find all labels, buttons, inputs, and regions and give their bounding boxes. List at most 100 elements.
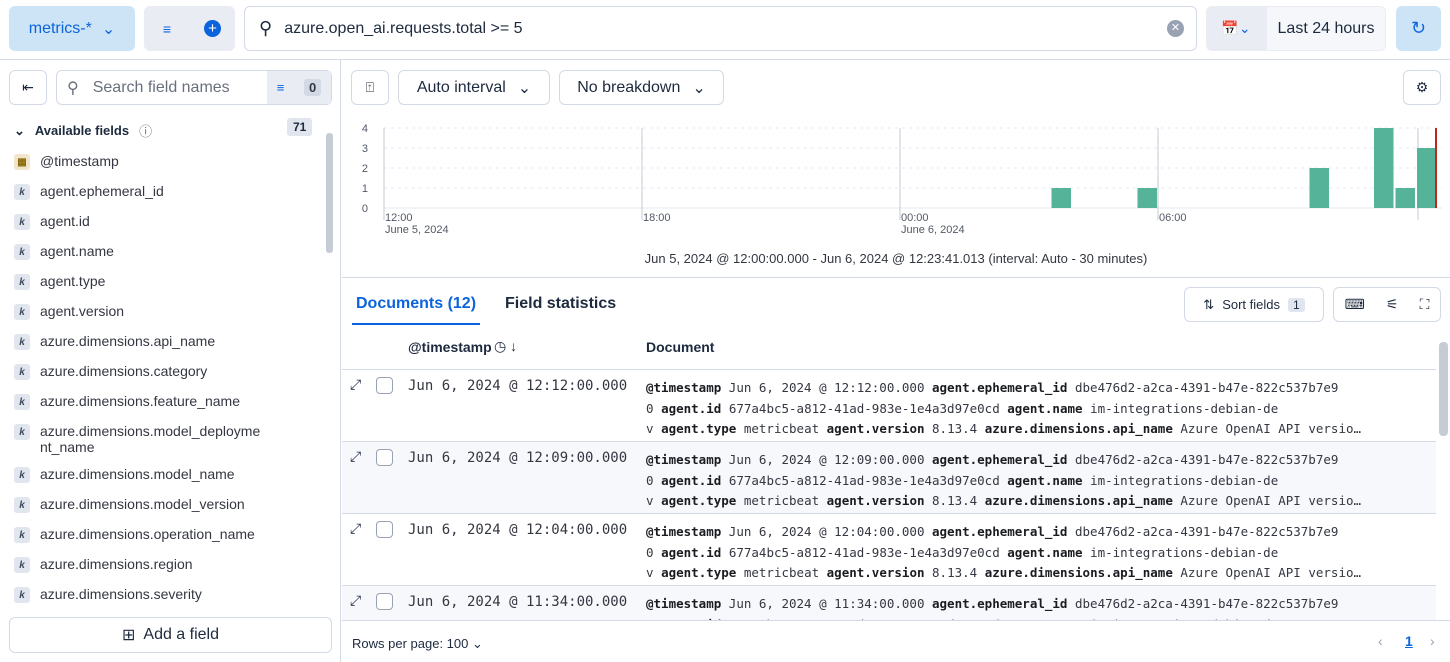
toggle-histogram-button[interactable]: ⍐ (351, 70, 389, 105)
keyboard-icon[interactable]: ⌨ (1344, 296, 1365, 312)
field-name: azure.dimensions.model_name (40, 466, 235, 482)
chevron-down-icon: ⌄ (14, 122, 25, 138)
field-item[interactable]: k azure.dimensions.model_deployme nt_name (14, 423, 260, 455)
expand-row-icon[interactable]: ⤢ (350, 376, 362, 392)
field-item[interactable]: k azure.dimensions.operation_name (14, 526, 255, 543)
histogram-bar (1051, 188, 1071, 208)
field-item[interactable]: k azure.dimensions.feature_name (14, 393, 240, 410)
tab-documents[interactable]: Documents (12) (352, 295, 481, 325)
calendar-icon: 📅⌄ (1221, 20, 1251, 36)
table-row[interactable]: ⤢ Jun 6, 2024 @ 12:04:00.000 @timestamp … (342, 514, 1436, 586)
search-icon: ⚲ (259, 18, 273, 38)
prev-page-icon[interactable]: ‹ (1378, 633, 1383, 649)
filter-menu-button[interactable]: ≡ (144, 6, 190, 51)
sort-icon: ⇅ (1203, 296, 1215, 312)
field-key: azure.dimensions.api_name (984, 421, 1173, 436)
refresh-icon: ↻ (1410, 18, 1427, 38)
field-value: 677a4bc5-a812-41ad-983e-1e4a3d97e0cd (728, 400, 1000, 416)
collapse-sidebar-button[interactable]: ⇤ (9, 70, 47, 105)
clear-icon[interactable]: ✕ (1167, 20, 1184, 37)
field-value: Azure OpenAI API versio… (1180, 565, 1362, 580)
row-timestamp: Jun 6, 2024 @ 12:12:00.000 (408, 378, 628, 394)
row-checkbox[interactable] (376, 593, 393, 610)
field-key: agent.id (661, 400, 722, 416)
available-fields-count: 71 (287, 118, 313, 136)
field-key: @timestamp (646, 524, 722, 539)
field-item[interactable]: k azure.dimensions.severity (14, 586, 202, 603)
field-name: agent.type (40, 273, 106, 289)
field-name: azure.dimensions.region (40, 556, 193, 572)
field-search-input[interactable]: ⚲ Search field names ≡ 0 (56, 70, 332, 105)
field-key: agent.type (661, 565, 737, 580)
add-field-label: Add a field (143, 626, 219, 643)
rows-per-page-selector[interactable]: Rows per page: 100 ⌄ (352, 636, 483, 651)
keyword-type-icon: k (14, 184, 30, 200)
clock-icon: ◷ ↓ (494, 338, 518, 354)
field-item[interactable]: k azure.dimensions.region (14, 556, 193, 573)
row-checkbox[interactable] (376, 449, 393, 466)
field-item[interactable]: k agent.version (14, 303, 124, 320)
field-item[interactable]: k azure.dimensions.category (14, 363, 207, 380)
field-item[interactable]: k agent.id (14, 213, 90, 230)
field-value: im-integrations-debian-de (1090, 472, 1279, 488)
sidebar-scrollbar[interactable] (326, 133, 333, 253)
table-row[interactable]: ⤢ Jun 6, 2024 @ 12:12:00.000 @timestamp … (342, 370, 1436, 442)
field-item[interactable]: k azure.dimensions.api_name (14, 333, 215, 350)
x-tick-time: 00:00 (901, 212, 929, 224)
field-value: dbe476d2-a2ca-4391-b47e-822c537b7e9 (1075, 452, 1339, 467)
chart-options-button[interactable]: ⚙ (1403, 70, 1441, 105)
field-sidebar: ⇤ ⚲ Search field names ≡ 0 ⌄ Available fiel… (0, 60, 341, 662)
histogram-bar (1137, 188, 1157, 208)
y-tick-label: 4 (362, 123, 368, 135)
date-quick-menu[interactable]: 📅⌄ (1206, 6, 1266, 51)
time-range-button[interactable]: Last 24 hours (1266, 6, 1386, 51)
field-name: azure.dimensions.category (40, 363, 208, 379)
field-item[interactable]: k agent.type (14, 273, 105, 290)
sort-fields-button[interactable]: ⇅ Sort fields 1 (1184, 287, 1324, 322)
field-item[interactable]: k agent.ephemeral_id (14, 183, 164, 200)
tab-field-statistics[interactable]: Field statistics (505, 295, 617, 312)
field-item[interactable]: k azure.dimensions.model_name (14, 466, 235, 483)
keyword-type-icon: k (14, 394, 30, 410)
field-value: Jun 6, 2024 @ 12:09:00.000 (728, 452, 925, 467)
field-name: azure.dimensions.feature_name (40, 393, 241, 409)
interval-label: Auto interval (416, 78, 506, 96)
add-field-button[interactable]: ⊞ Add a field (9, 617, 332, 653)
table-scrollbar[interactable] (1439, 342, 1448, 436)
field-item[interactable]: k agent.name (14, 243, 114, 260)
next-page-icon[interactable]: › (1430, 633, 1435, 649)
field-item[interactable]: k azure.dimensions.model_version (14, 496, 245, 513)
histogram-bar (1395, 188, 1415, 208)
field-key: azure.dimensions.api_name (984, 493, 1173, 508)
interval-selector[interactable]: Auto interval ⌄ (398, 70, 550, 105)
page-1-link[interactable]: 1 (1405, 633, 1413, 649)
field-filter-button[interactable]: ≡ 0 (267, 71, 331, 104)
query-input[interactable]: ⚲ azure.open_ai.requests.total >= 5 ✕ (244, 6, 1197, 51)
add-filter-button[interactable]: + (190, 6, 235, 51)
row-checkbox[interactable] (376, 377, 393, 394)
histogram-bar (1309, 168, 1329, 208)
row-timestamp: Jun 6, 2024 @ 11:34:00.000 (408, 594, 628, 610)
column-header-timestamp[interactable]: @timestamp (408, 339, 492, 355)
data-view-selector[interactable]: metrics-* ⌄ (9, 6, 135, 51)
field-name: agent.ephemeral_id (40, 183, 164, 199)
table-row[interactable]: ⤢ Jun 6, 2024 @ 12:09:00.000 @timestamp … (342, 442, 1436, 514)
row-checkbox[interactable] (376, 521, 393, 538)
refresh-button[interactable]: ↻ (1396, 6, 1441, 51)
column-header-document[interactable]: Document (646, 339, 715, 355)
search-icon: ⚲ (67, 79, 79, 97)
x-tick-time: 18:00 (643, 212, 671, 224)
expand-row-icon[interactable]: ⤢ (350, 520, 362, 536)
expand-row-icon[interactable]: ⤢ (350, 592, 362, 608)
display-settings-icon[interactable]: ⚟ (1385, 296, 1399, 312)
available-fields-header[interactable]: ⌄ Available fields ⓘ (14, 121, 152, 140)
keyword-type-icon: k (14, 467, 30, 483)
fullscreen-icon[interactable]: ⛶ (1419, 296, 1430, 312)
field-key: agent.version (826, 565, 925, 580)
field-name: azure.dimensions.operation_name (40, 526, 255, 542)
field-key: agent.type (661, 493, 737, 508)
field-item[interactable]: ▦ @timestamp (14, 153, 119, 170)
expand-row-icon[interactable]: ⤢ (350, 448, 362, 464)
breakdown-selector[interactable]: No breakdown ⌄ (559, 70, 724, 105)
